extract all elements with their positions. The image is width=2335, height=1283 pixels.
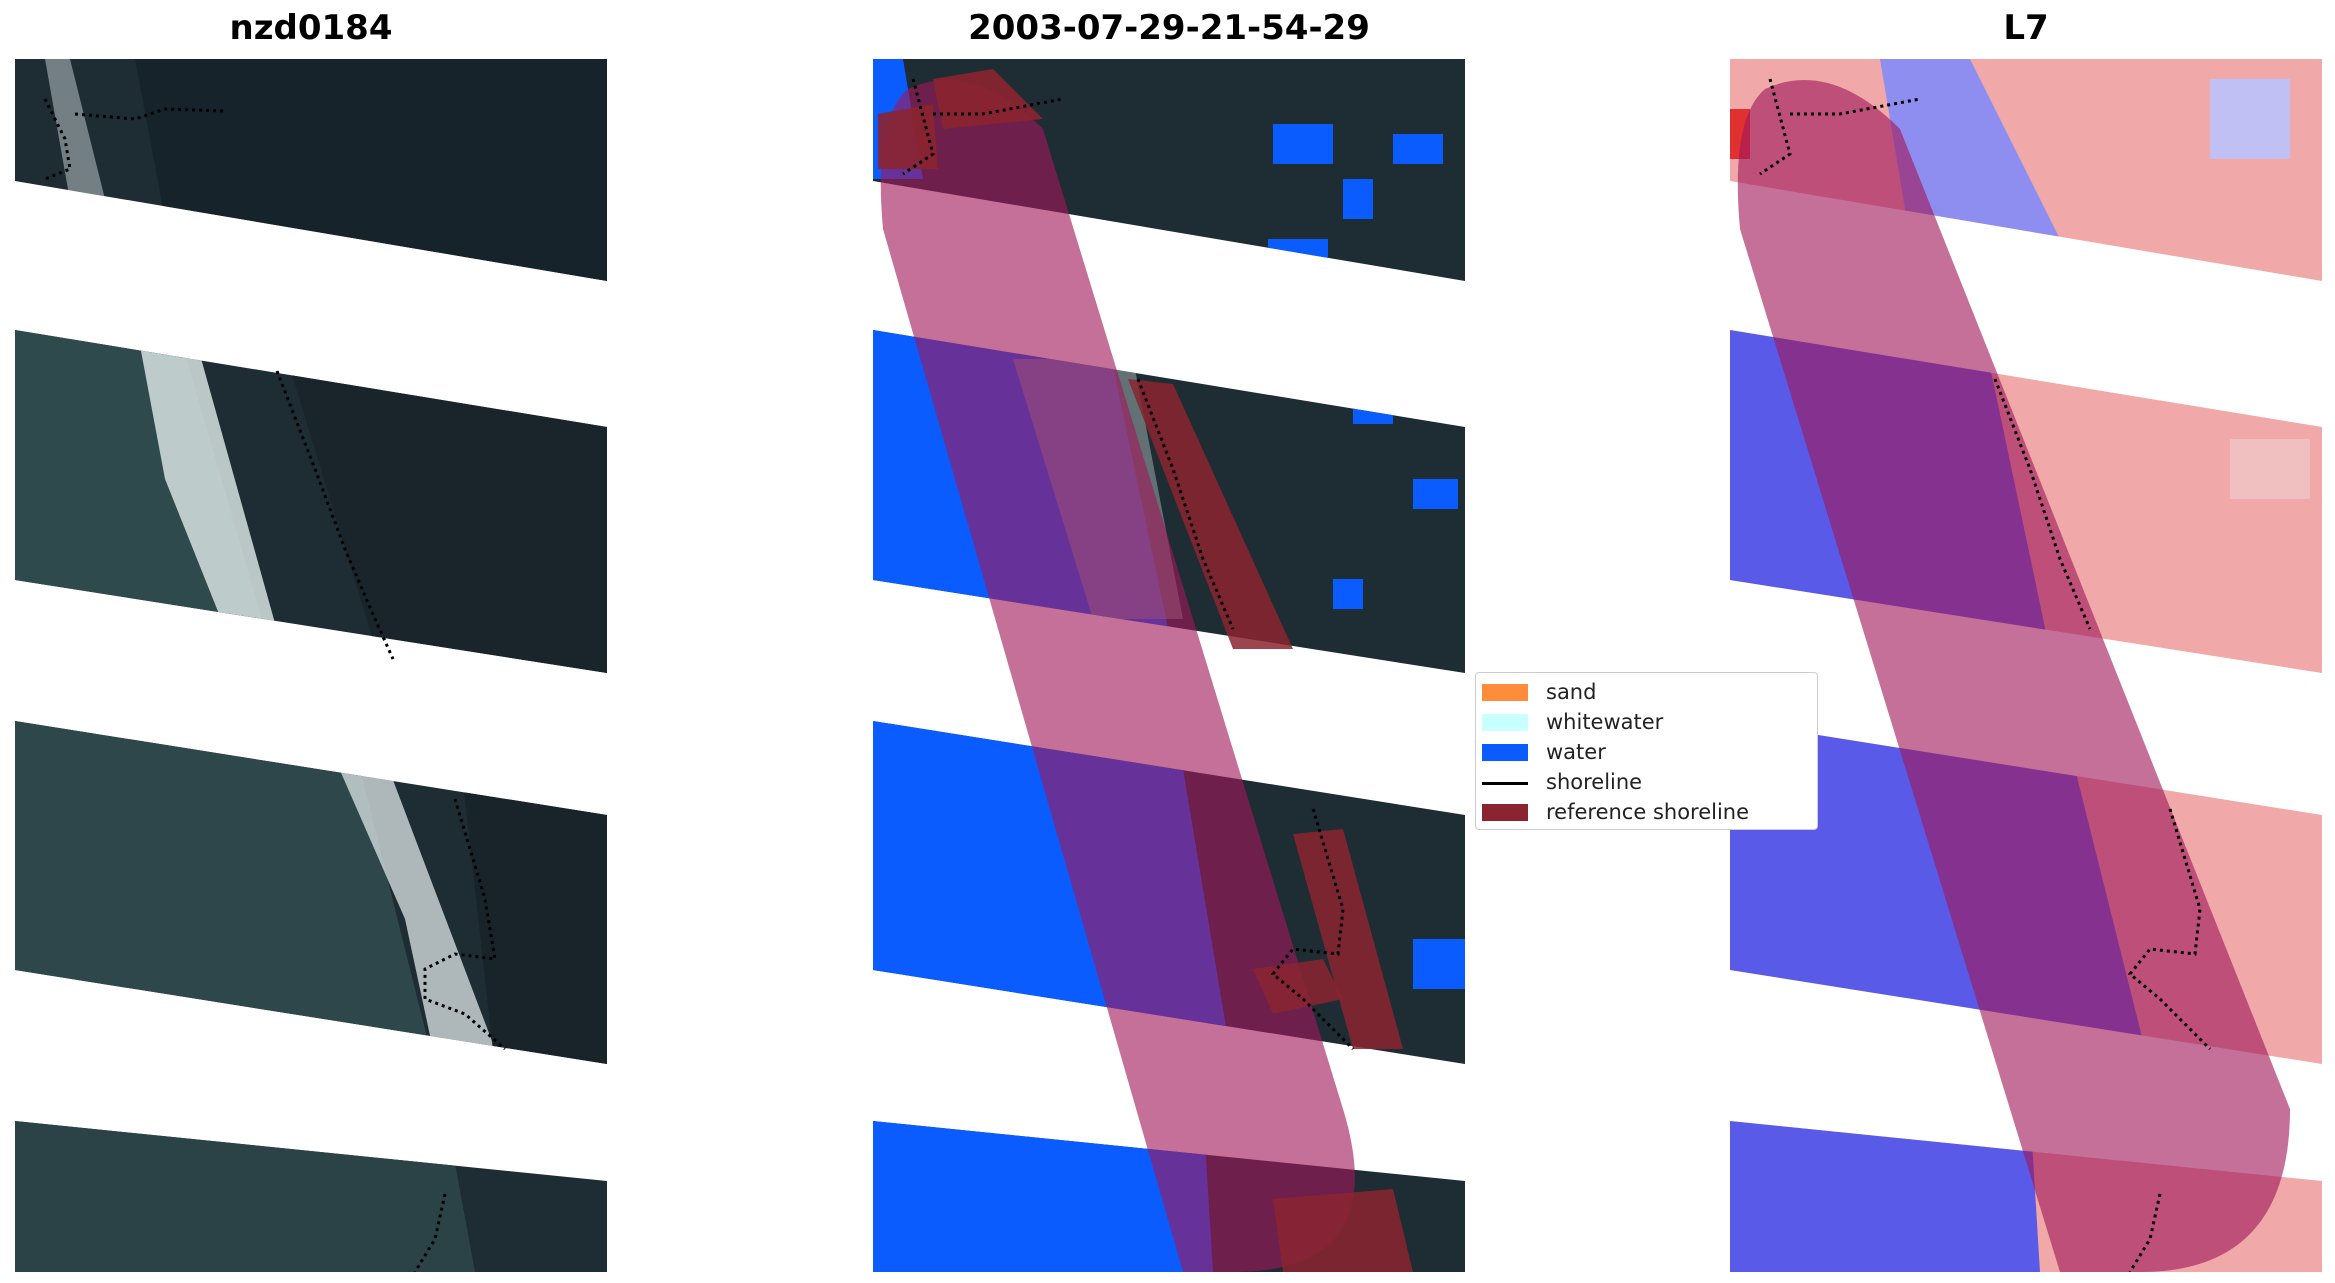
water-swatch [1482,744,1528,761]
shoreline-line-icon [1482,782,1528,785]
panel-title-rgb: nzd0184 [229,8,393,48]
legend-item-reference-shoreline: reference shoreline [1476,795,1817,825]
legend-item-whitewater: whitewater [1476,705,1817,735]
index-image [1730,59,2322,1272]
panel-title-satellite: L7 [2003,8,2049,48]
sand-swatch [1482,684,1528,701]
reference-shoreline-swatch [1482,804,1528,821]
legend-label: water [1546,740,1606,764]
legend-label: reference shoreline [1546,800,1750,824]
legend-label: whitewater [1546,710,1664,734]
rgb-image-panel [15,59,607,1272]
legend-item-shoreline: shoreline [1476,765,1817,795]
legend-item-sand: sand [1476,675,1817,705]
panel-title-date: 2003-07-29-21-54-29 [968,8,1370,48]
legend: sand whitewater water shoreline referenc… [1475,672,1818,830]
legend-label: shoreline [1546,770,1643,794]
classified-image [873,59,1465,1272]
whitewater-swatch [1482,714,1528,731]
index-image-panel [1730,59,2322,1272]
legend-item-water: water [1476,735,1817,765]
legend-label: sand [1546,680,1597,704]
classified-image-panel [873,59,1465,1272]
rgb-image [15,59,607,1272]
